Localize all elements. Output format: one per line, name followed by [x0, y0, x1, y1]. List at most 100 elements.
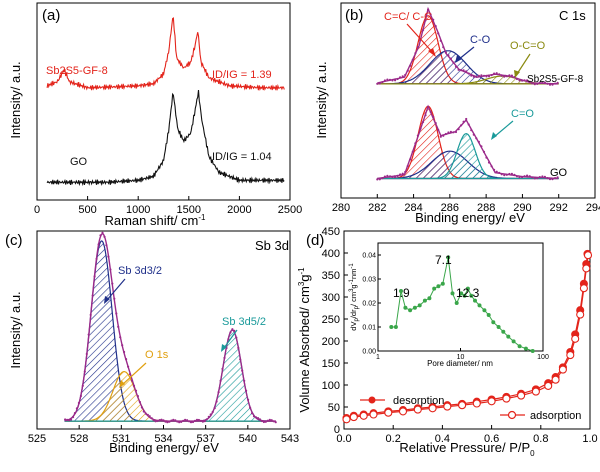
pore-distribution-point: [496, 325, 501, 329]
panel-a-ylabel: Intensity/ a.u.: [8, 61, 23, 138]
b-bottom-data-point: [510, 172, 513, 175]
b-bottom-data-point: [399, 173, 402, 176]
b-bottom-data-point: [409, 158, 412, 161]
b-top-data-point: [546, 82, 549, 85]
c-data-point: [176, 420, 179, 423]
c-data-point: [105, 244, 108, 247]
panel-d-y-tick-label: 250: [322, 314, 340, 326]
b-top-data-point: [533, 83, 536, 86]
arrow-sb3d52: [223, 329, 238, 349]
arrow-ceo: [493, 120, 514, 138]
pore-distribution-point: [459, 291, 464, 296]
c-data-point: [215, 400, 218, 403]
c-data-point: [152, 419, 155, 422]
isotherm-point-adsorption: [349, 413, 358, 422]
isotherm-point-adsorption: [359, 411, 368, 420]
c-data-point: [227, 338, 230, 341]
c-data-point: [121, 344, 124, 347]
b-top-data-point: [465, 70, 468, 73]
c-data-point: [260, 419, 263, 423]
b-top-data-point: [510, 74, 513, 77]
c-data-point: [95, 257, 98, 260]
b-top-data-point: [388, 78, 392, 81]
b-top-data-point: [503, 75, 506, 78]
isotherm-point-adsorption: [413, 405, 422, 414]
b-top-data-point: [521, 79, 524, 82]
b-bottom-data-point: [475, 137, 478, 140]
b-top-data-point: [378, 82, 381, 85]
panel-d-frame: [343, 230, 591, 430]
b-top-data-point: [526, 79, 529, 82]
label-co: C-O: [470, 34, 491, 46]
c-data-point: [71, 416, 75, 419]
b-bottom-data-point: [500, 173, 503, 176]
inset-y-tick-label: 0.03: [362, 277, 376, 284]
c-data-point: [93, 275, 96, 278]
b-bottom-data-point: [498, 171, 501, 174]
inset-annotation-1-9: 1.9: [393, 286, 410, 300]
c-data-point: [119, 336, 122, 339]
panel-a-x-tick-label: 0: [34, 204, 40, 216]
isotherm-point-adsorption: [472, 399, 481, 408]
b-top-data-point: [515, 77, 519, 81]
b-bottom-data-point: [556, 176, 559, 179]
inset-x-tick-label: 10: [457, 354, 465, 361]
c-data-point: [245, 389, 248, 392]
isotherm-point-adsorption: [428, 404, 437, 413]
b-bottom-data-point: [538, 176, 541, 179]
panel-c-ylabel: Intensity/ a.u.: [8, 291, 23, 368]
pore-distribution-point: [417, 303, 422, 308]
b-top-data-point: [470, 74, 473, 77]
b-top-data-point: [556, 81, 559, 84]
b-top-data-point: [551, 83, 554, 86]
panel-c-label: (c): [5, 232, 23, 249]
b-top-data-point: [505, 75, 508, 78]
panel-b-x-tick-label: 288: [477, 202, 495, 214]
c-data-point: [174, 419, 177, 422]
c-data-point: [164, 420, 167, 423]
c-data-point: [75, 407, 78, 410]
c-data-point: [89, 313, 92, 316]
b-bottom-data-point: [437, 128, 440, 132]
c-data-point: [77, 401, 80, 405]
panel-d-x-tick-label: 0.2: [386, 433, 401, 445]
b-bottom-data-point: [442, 134, 445, 137]
b-top-data-point: [523, 79, 526, 82]
panel-d-y-tick-label: 450: [322, 226, 340, 238]
c-data-point: [243, 379, 246, 382]
isotherm-point-adsorption: [558, 365, 567, 374]
isotherm-point-adsorption: [583, 251, 593, 260]
c-data-point: [199, 419, 202, 422]
arrow-o1s-head: [119, 380, 125, 388]
b-bottom-data-point: [470, 129, 473, 132]
b-bottom-data-point: [546, 177, 549, 180]
b-top-data-point: [404, 73, 407, 77]
series-label-go: GO: [70, 156, 88, 168]
c-data-point: [237, 346, 240, 349]
c-data-point: [101, 231, 104, 234]
panel-d-series: [342, 249, 593, 424]
b-bottom-data-point: [406, 164, 409, 168]
inset-ylabel: dVp/drp/ cm3g-1nm-1: [349, 263, 360, 331]
c-data-point: [249, 406, 252, 409]
b-bottom-data-point: [396, 174, 399, 178]
label-sb3d32: Sb 3d3/2: [118, 265, 162, 277]
c-data-point: [154, 420, 157, 423]
c-data-point: [140, 406, 143, 409]
b-top-data-point: [554, 82, 557, 85]
c-data-point: [266, 419, 269, 422]
panel-a-xticks: 0 500 1000 1500 2000 2500: [34, 196, 302, 216]
pore-distribution-point: [432, 286, 437, 291]
b-top-data-point: [386, 78, 389, 81]
c-data-point: [81, 384, 84, 387]
c-data-point: [201, 420, 204, 423]
c-data-point: [264, 420, 267, 423]
pore-distribution-point: [511, 339, 516, 344]
c-data-point: [256, 417, 260, 420]
isotherm-point-adsorption: [369, 410, 378, 419]
c-data-point: [148, 415, 151, 418]
b-bottom-data-point: [493, 168, 496, 171]
b-bottom-data-point: [554, 177, 557, 180]
panel-b-x-tick-label: 294: [586, 202, 600, 214]
